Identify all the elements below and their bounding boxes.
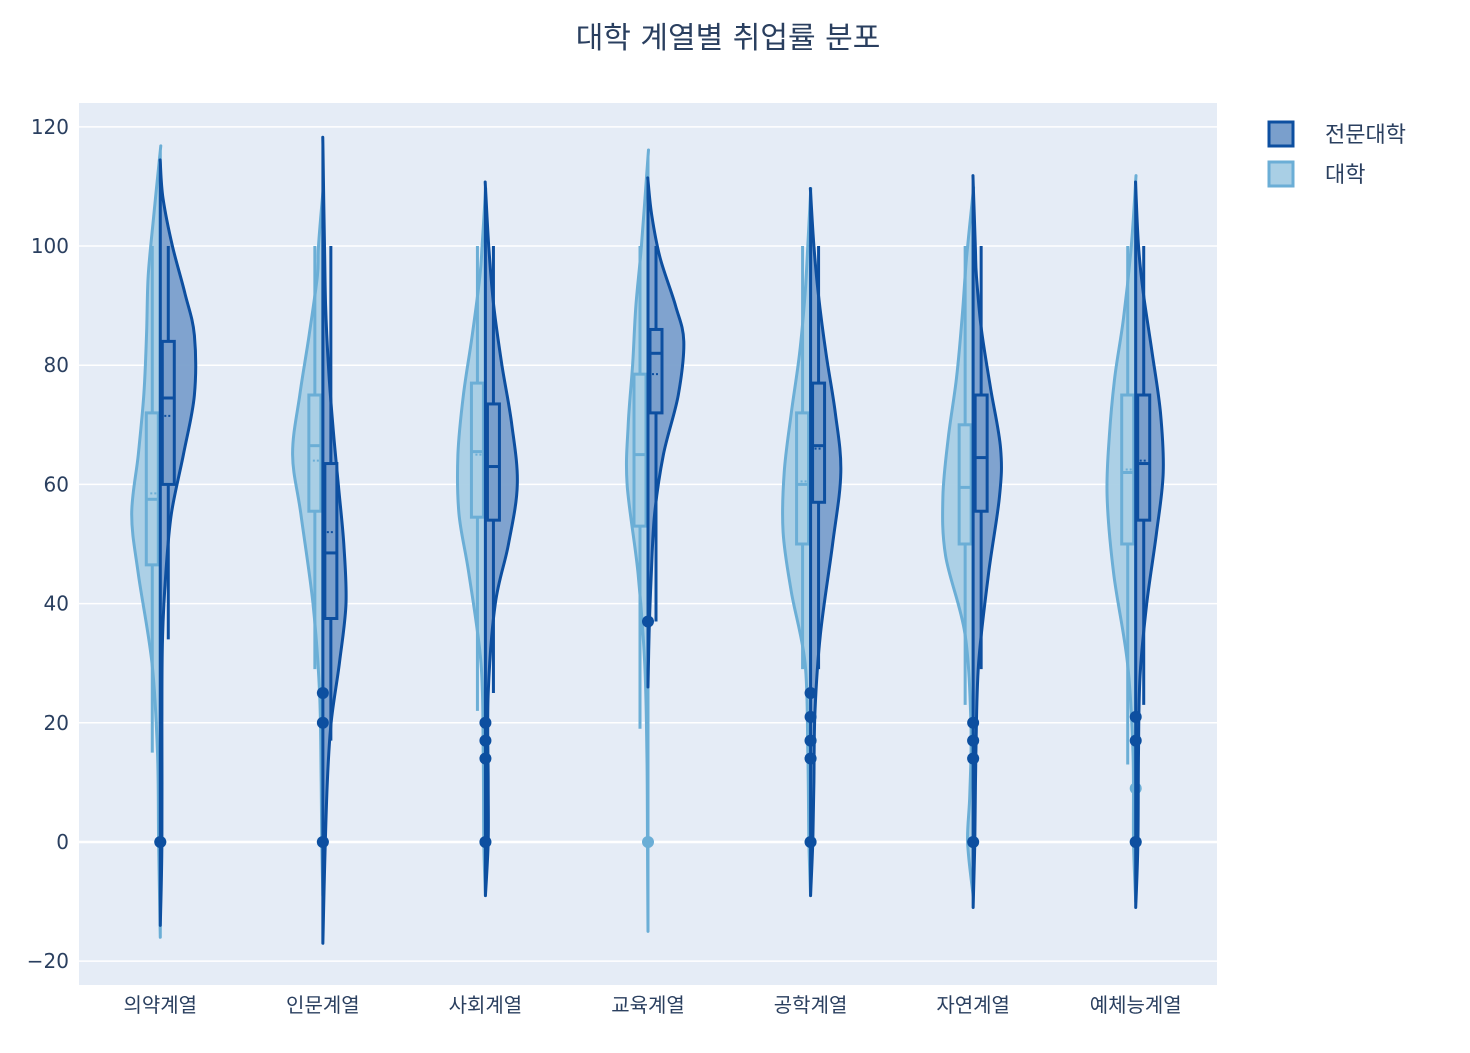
x-tick-label: 인문계열 <box>286 993 360 1017</box>
x-tick-label: 사회계열 <box>449 993 523 1017</box>
outlier-point <box>804 752 817 765</box>
legend-swatch-professional-college <box>1267 120 1295 148</box>
x-tick-label: 의약계열 <box>123 993 197 1017</box>
y-axis: −20 0 20 40 60 80 100 120 <box>27 115 69 973</box>
y-tick-label: −20 <box>27 949 69 973</box>
violin-university[interactable] <box>1105 174 1142 904</box>
violin-box <box>485 402 501 522</box>
outlier-point <box>967 716 980 729</box>
legend-label-professional-college: 전문대학 <box>1325 123 1406 148</box>
violin-professional-college[interactable] <box>316 135 348 945</box>
outlier-point <box>642 615 654 628</box>
violin-university[interactable] <box>130 144 167 939</box>
violins <box>130 135 1165 945</box>
x-tick-label: 교육계열 <box>611 993 685 1017</box>
x-tick-label: 예체능계열 <box>1090 993 1182 1017</box>
violin-university[interactable] <box>624 148 654 933</box>
violin-box <box>160 339 176 486</box>
outlier-point <box>804 835 817 848</box>
violin-professional-college[interactable] <box>479 180 519 898</box>
outlier-point <box>479 752 492 765</box>
chart-title: 대학 계열별 취업률 분포 <box>576 21 881 56</box>
outlier-point <box>479 734 492 747</box>
x-tick-label: 자연계열 <box>936 993 1010 1017</box>
outlier-point <box>804 710 817 723</box>
violin-box <box>795 411 811 546</box>
y-tick-label: 100 <box>31 234 69 258</box>
outlier-point <box>967 835 980 848</box>
violin-professional-college[interactable] <box>967 174 1003 909</box>
legend[interactable]: 전문대학 대학 <box>1267 120 1406 188</box>
violin-university[interactable] <box>291 186 329 898</box>
y-tick-label: 60 <box>44 472 69 496</box>
outlier-point <box>154 835 167 848</box>
outlier-point <box>316 686 329 699</box>
outlier-point <box>967 734 980 747</box>
y-tick-label: 40 <box>44 592 69 616</box>
violin-professional-college[interactable] <box>642 176 686 689</box>
y-tick-label: 20 <box>44 711 69 735</box>
outlier-point <box>479 716 492 729</box>
outlier-point <box>804 686 817 699</box>
x-axis: 의약계열 인문계열 사회계열 교육계열 공학계열 자연계열 예체능계열 <box>123 993 1181 1017</box>
violin-box <box>323 462 339 620</box>
outlier-point <box>479 835 492 848</box>
violin-box <box>144 411 160 567</box>
y-tick-label: 0 <box>56 830 69 854</box>
violin-box <box>307 393 323 513</box>
outlier-point <box>316 716 329 729</box>
legend-swatch-university <box>1267 160 1295 188</box>
violin-box <box>632 372 648 528</box>
violin-box <box>1136 393 1152 522</box>
legend-label-university: 대학 <box>1325 163 1365 188</box>
violin-box <box>811 381 827 504</box>
outlier-point <box>642 835 654 848</box>
violin-professional-college[interactable] <box>1129 180 1165 909</box>
violin-box <box>957 423 973 546</box>
outlier-point <box>1129 734 1142 747</box>
violin-professional-college[interactable] <box>154 158 198 927</box>
violin-box <box>973 393 989 513</box>
violin-box <box>648 327 664 415</box>
x-tick-label: 공학계열 <box>774 993 848 1017</box>
violin-professional-college[interactable] <box>804 186 843 898</box>
y-tick-label: 120 <box>31 115 69 139</box>
outlier-point <box>967 752 980 765</box>
legend-item-university[interactable]: 대학 <box>1267 160 1365 188</box>
y-tick-label: 80 <box>44 353 69 377</box>
outlier-point <box>316 835 329 848</box>
outlier-point <box>1129 710 1142 723</box>
violin-body <box>624 148 650 933</box>
legend-item-professional-college[interactable]: 전문대학 <box>1267 120 1406 148</box>
outlier-point <box>804 734 817 747</box>
outlier-point <box>1129 835 1142 848</box>
